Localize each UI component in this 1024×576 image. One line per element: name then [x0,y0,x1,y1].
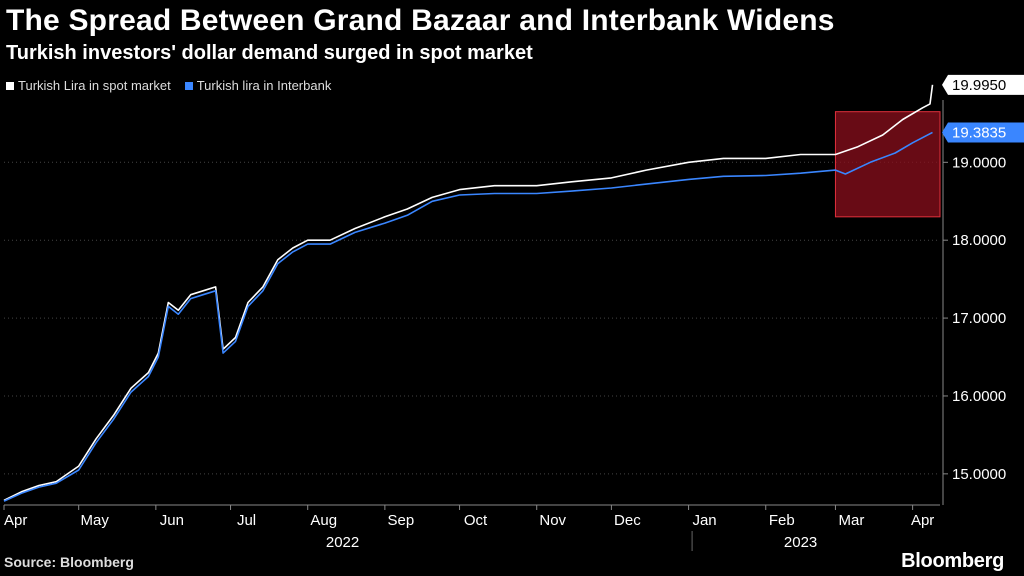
chart-title: The Spread Between Grand Bazaar and Inte… [6,4,835,37]
highlight-box [834,111,941,218]
x-tick-label-2: Jun [160,512,184,529]
y-tick-label-0: 15.0000 [952,466,1006,483]
legend-item-spot: Turkish Lira in spot market [6,78,171,93]
y-tick-label-2: 17.0000 [952,310,1006,327]
y-tick-label-1: 16.0000 [952,388,1006,405]
legend-label-interbank: Turkish lira in Interbank [196,78,332,93]
x-tick-label-4: Aug [310,512,337,529]
x-tick-label-1: May [81,512,110,529]
y-tick-label-3: 18.0000 [952,232,1006,249]
end-label-box-0 [942,74,1024,95]
legend: Turkish Lira in spot market Turkish lira… [6,78,331,93]
y-tick-label-4: 19.0000 [952,154,1006,171]
legend-swatch-interbank [184,81,193,90]
chart-subtitle: Turkish investors' dollar demand surged … [6,42,533,64]
legend-swatch-spot [6,81,14,90]
x-tick-label-7: Nov [539,512,566,529]
legend-label-spot: Turkish Lira in spot market [18,78,171,93]
series-line-1 [3,131,933,502]
year-label-1: 2023 [784,534,817,551]
x-tick-label-10: Feb [769,512,795,529]
x-tick-label-6: Oct [464,512,488,529]
x-tick-label-8: Dec [614,512,641,529]
source-note: Source: Bloomberg [4,554,134,570]
bloomberg-logo: Bloomberg [901,550,1004,572]
year-label-0: 2022 [326,534,359,551]
legend-item-interbank: Turkish lira in Interbank [184,78,332,93]
x-tick-label-9: Jan [692,512,716,529]
x-tick-label-12: Apr [911,512,934,529]
series-line-0 [3,84,934,502]
x-tick-label-3: Jul [237,512,256,529]
end-label-text-0: 19.9950 [952,77,1006,94]
x-tick-label-0: Apr [4,512,27,529]
x-tick-label-5: Sep [388,512,415,529]
end-label-box-1 [942,122,1024,143]
x-tick-label-11: Mar [839,512,865,529]
end-label-text-1: 19.3835 [952,124,1006,141]
